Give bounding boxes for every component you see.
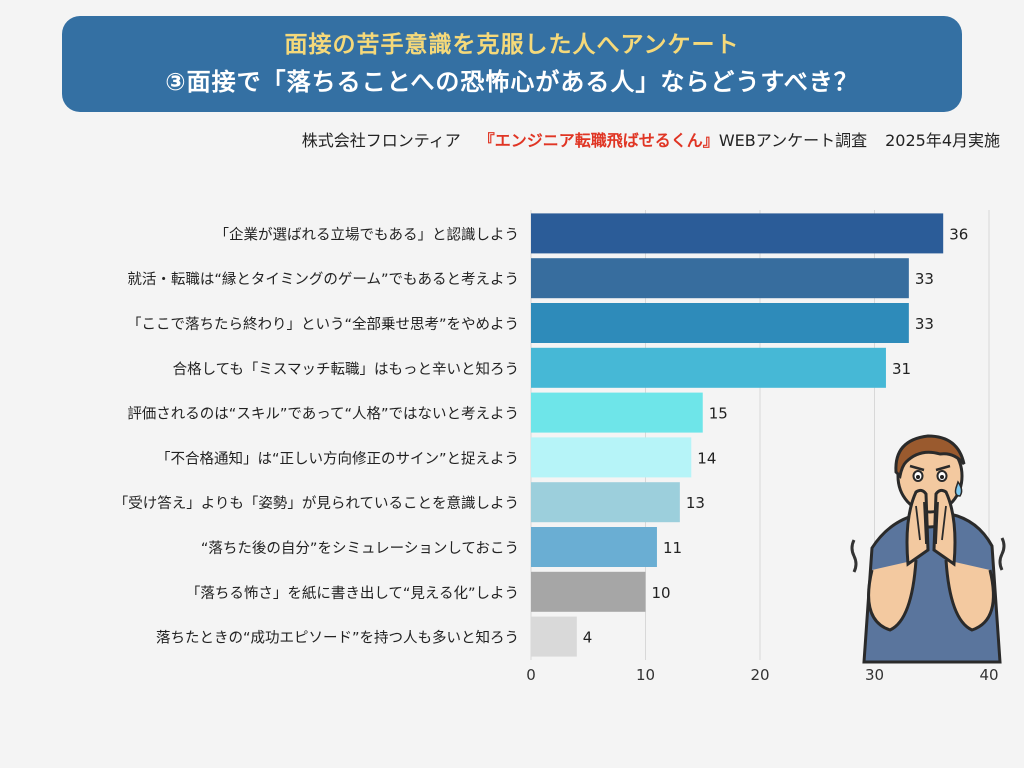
bar-value-label: 4 <box>583 629 593 647</box>
bar <box>531 482 680 523</box>
bar-value-label: 15 <box>709 405 728 423</box>
worried-person-illustration <box>850 434 1006 664</box>
category-label: 評価されるのは“スキル”であって“人格”ではないと考えよう <box>127 406 519 423</box>
x-tick-label: 40 <box>979 666 998 684</box>
category-label: 「受け答え」よりも「姿勢」が見られていることを意識しよう <box>114 494 519 512</box>
bar <box>531 303 909 343</box>
category-label: 合格しても「ミスマッチ転職」はもっと辛いと知ろう <box>173 361 519 378</box>
category-label: 就活・転職は“縁とタイミングのゲーム”でもあると考えよう <box>127 271 519 288</box>
bar-value-label: 36 <box>949 225 968 243</box>
bar <box>531 258 909 299</box>
source-line: 株式会社フロンティア 『エンジニア転職飛ばせるくん』WEBアンケート調査 2025年… <box>0 127 1000 151</box>
bar <box>531 571 646 612</box>
bar <box>531 437 692 478</box>
x-tick-label: 20 <box>750 666 769 684</box>
category-label: 「ここで落ちたら終わり」という“全部乗せ思考”をやめよう <box>127 315 519 333</box>
category-label: 落ちたときの“成功エピソード”を持つ人も多いと知ろう <box>156 630 519 647</box>
bar-value-label: 11 <box>663 539 682 557</box>
bar-value-label: 13 <box>686 494 705 512</box>
category-label: 「落ちる怖さ」を紙に書き出して“見える化”しよう <box>186 585 519 602</box>
bar <box>531 347 886 388</box>
bar-value-label: 14 <box>697 449 716 467</box>
title-banner: 面接の苦手意識を克服した人へアンケート ③面接で「落ちることへの恐怖心がある人」… <box>62 16 962 112</box>
bar-value-label: 31 <box>892 360 911 378</box>
survey-title: 面接の苦手意識を克服した人へアンケート <box>284 32 740 58</box>
category-label: 「不合格通知」は“正しい方向修正のサイン”と捉えよう <box>156 450 519 467</box>
x-tick-label: 0 <box>526 666 536 684</box>
survey-question: ③面接で「落ちることへの恐怖心がある人」ならどうすべき？ <box>165 68 859 96</box>
bar <box>531 527 657 567</box>
brand-name: 『エンジニア転職飛ばせるくん』 <box>478 131 719 150</box>
bar-value-label: 10 <box>652 584 671 602</box>
bar <box>531 392 703 433</box>
survey-date: 2025年4月実施 <box>885 131 1000 150</box>
category-label: “落ちた後の自分”をシミュレーションしておこう <box>201 540 519 557</box>
category-label: 「企業が選ばれる立場でもある」と認識しよう <box>215 225 520 243</box>
x-tick-label: 30 <box>865 666 884 684</box>
company-name: 株式会社フロンティア <box>301 131 461 150</box>
bar-value-label: 33 <box>915 315 934 333</box>
survey-method: WEBアンケート調査 <box>718 131 868 150</box>
bar <box>531 616 577 657</box>
bar <box>531 213 944 254</box>
bar-value-label: 33 <box>915 270 934 288</box>
x-tick-label: 10 <box>636 666 655 684</box>
